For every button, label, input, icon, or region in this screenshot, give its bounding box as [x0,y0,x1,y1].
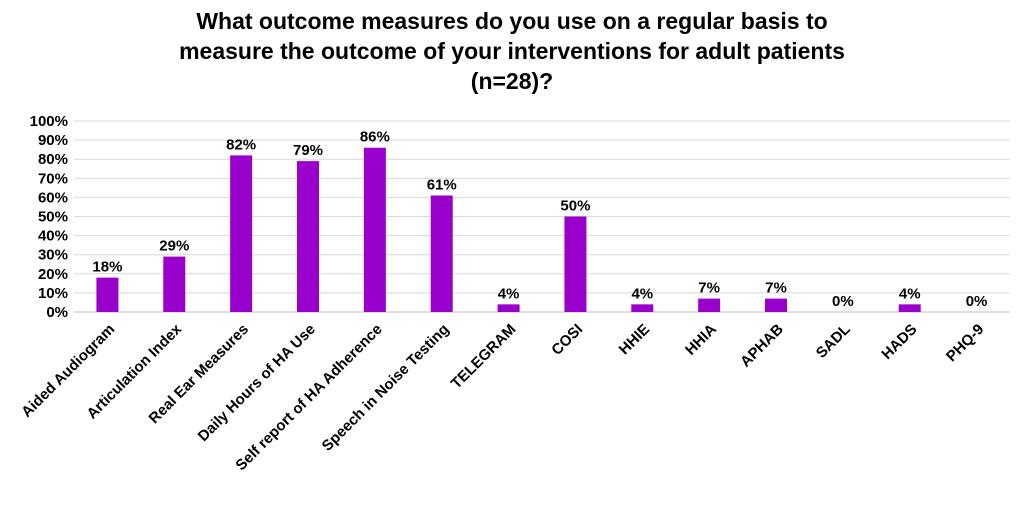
x-tick-label: HHIA [682,321,720,359]
y-tick-label: 90% [38,132,68,149]
data-label: 61% [427,176,457,193]
data-label: 7% [765,280,787,297]
y-axis: 0% 10% 20% 30% 40% 50% 60% 70% 80% 90% 100% [30,113,1010,321]
y-tick-label: 40% [38,228,68,245]
bar [564,216,587,312]
chart-title-line-3: (n=28)? [470,68,554,94]
data-label: 4% [631,285,653,302]
gridlines [74,120,1010,294]
bar [96,277,119,312]
data-label: 86% [360,129,390,146]
y-tick-label: 80% [38,151,68,168]
y-tick-label: 10% [38,285,68,302]
x-tick-label: APHAB [737,321,787,371]
data-label: 4% [498,285,520,302]
x-tick-label: HADS [878,321,920,363]
x-tick-label: Daily Hours of HA Use [195,321,319,445]
data-label: 18% [92,259,122,276]
y-tick-label: 70% [38,170,68,187]
chart-title-line-2: measure the outcome of your intervention… [179,38,845,64]
data-label: 50% [560,198,590,215]
y-tick-label: 100% [30,113,68,130]
bar [297,161,319,312]
data-label: 7% [698,280,720,297]
data-label: 0% [966,293,988,310]
y-tick-label: 0% [46,304,68,321]
y-tick-label: 60% [38,189,68,206]
x-tick-label: Speech in Noise Testing [319,321,453,455]
bar [230,155,253,312]
bar [497,304,520,312]
x-tick-label: COSI [548,321,586,359]
y-tick-label: 50% [38,209,68,226]
x-tick-label: HHIE [616,321,653,358]
bar [765,298,787,312]
bar [631,304,654,312]
bar [898,304,921,312]
x-tick-label: PHQ-9 [943,321,987,365]
y-tick-label: 20% [38,266,68,283]
y-tick-label: 30% [38,247,68,264]
x-tick-label: TELEGRAM [448,321,520,393]
data-label: 82% [226,136,256,153]
x-tick-label: SADL [813,321,854,362]
data-label: 4% [899,285,921,302]
bar [430,195,453,312]
bar [363,147,386,312]
data-label: 29% [159,238,189,255]
chart-title: What outcome measures do you use on a re… [0,6,1024,96]
bar [163,256,186,312]
chart-title-line-1: What outcome measures do you use on a re… [196,8,828,34]
data-labels: 18% 29% 82% 79% 86% 61% 4% 50% 4% 7% 7% 0% 4% 0% [92,129,987,310]
bar [698,298,721,312]
bars [96,147,921,312]
data-label: 79% [293,142,323,159]
data-label: 0% [832,293,854,310]
